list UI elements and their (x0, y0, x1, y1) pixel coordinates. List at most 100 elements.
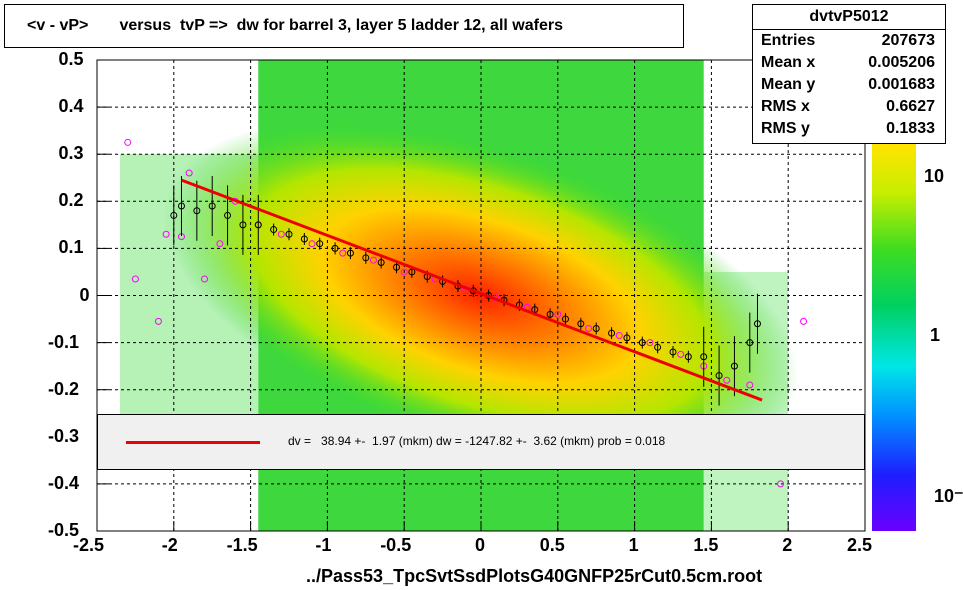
profile-point-black (561, 315, 569, 323)
profile-point-black (331, 244, 339, 252)
profile-point-magenta (308, 240, 316, 248)
fit-result-text: dv = 38.94 +- 1.97 (mkm) dw = -1247.82 +… (288, 434, 666, 448)
profile-point-magenta (185, 169, 193, 177)
profile-point-magenta (339, 249, 347, 257)
profile-point-black (316, 240, 324, 248)
profile-point-black (177, 202, 185, 210)
profile-point-magenta (800, 317, 808, 325)
profile-point-black (730, 362, 738, 370)
stats-value: 0.1833 (886, 120, 935, 137)
colorbar-label: 10 (924, 166, 945, 186)
stats-key: Mean x (761, 54, 816, 71)
y-tick-label: 0.4 (58, 96, 84, 117)
profile-point-black (170, 211, 178, 219)
profile-point-black (638, 339, 646, 347)
x-tick-label: 2.5 (847, 535, 873, 555)
profile-point-black (254, 221, 262, 229)
profile-point-magenta (646, 339, 654, 347)
stats-row: Mean x 0.005206 (753, 52, 945, 74)
x-tick-label: 0.5 (539, 535, 565, 555)
profile-point-black (224, 211, 232, 219)
x-tick-label: -1.5 (226, 535, 258, 555)
x-tick-label: -2.5 (73, 535, 105, 555)
y-tick-label: -0.3 (48, 425, 80, 446)
profile-point-black (193, 207, 201, 215)
fit-line (180, 178, 763, 402)
stats-value: 0.6627 (886, 98, 935, 115)
profile-point-magenta (585, 324, 593, 332)
fit-legend-line (126, 441, 260, 444)
profile-point-black (239, 221, 247, 229)
profile-point-black (377, 259, 385, 267)
profile-point-magenta (154, 317, 162, 325)
profile-point-black (684, 353, 692, 361)
axis-ticks (96, 59, 866, 532)
y-tick-label: -0.4 (48, 472, 80, 493)
y-tick-label: -0.2 (48, 378, 80, 399)
profile-point-magenta (400, 268, 408, 276)
profile-point-black (746, 339, 754, 347)
profile-point-magenta (124, 138, 132, 146)
profile-point-magenta (131, 275, 139, 283)
profile-point-black (608, 329, 616, 337)
x-tick-label: 1.5 (693, 535, 719, 555)
y-tick-label: -0.5 (48, 520, 80, 540)
profile-point-magenta (277, 230, 285, 238)
profile-point-black (700, 353, 708, 361)
y-tick-label: 0.1 (58, 237, 84, 258)
profile-point-magenta (201, 275, 209, 283)
profile-point-black (300, 235, 308, 243)
profile-point-black (753, 320, 761, 328)
x-tick-label: -1 (315, 535, 332, 555)
stats-key: Mean y (761, 76, 816, 93)
stats-row: RMS x 0.6627 (753, 96, 945, 118)
y-tick-label: 0.2 (58, 190, 84, 211)
y-tick-label: 0.5 (58, 49, 84, 69)
stats-key: Entries (761, 32, 816, 49)
colorbar-label: 1 (930, 325, 941, 345)
profile-markers (124, 129, 831, 488)
fit-legend: dv = 38.94 +- 1.97 (mkm) dw = -1247.82 +… (97, 414, 865, 470)
profile-point-magenta (554, 310, 562, 318)
profile-point-black (654, 343, 662, 351)
profile-point-black (669, 348, 677, 356)
x-tick-label: 0 (475, 535, 486, 555)
x-tick-label: 2 (782, 535, 793, 555)
profile-point-black (623, 334, 631, 342)
stats-title: dvtvP5012 (753, 5, 945, 30)
profile-point-magenta (369, 256, 377, 264)
profile-point-magenta (746, 381, 754, 389)
profile-point-black (592, 324, 600, 332)
x-tick-label: -0.5 (380, 535, 412, 555)
stats-value: 0.005206 (868, 54, 935, 71)
profile-point-black (362, 254, 370, 262)
stats-row: Entries 207673 (753, 30, 945, 52)
stats-key: RMS x (761, 98, 810, 115)
profile-point-magenta (216, 240, 224, 248)
stats-key: RMS y (761, 120, 810, 137)
y-tick-label: 0 (79, 284, 90, 305)
stats-row: RMS y 0.1833 (753, 118, 945, 140)
stats-value: 0.001683 (868, 76, 935, 93)
x-tick-label: 1 (628, 535, 639, 555)
profile-point-magenta (677, 350, 685, 358)
colorbar-label: 10⁻¹ (934, 486, 963, 506)
profile-point-magenta (162, 230, 170, 238)
profile-point-black (715, 372, 723, 380)
x-tick-label: -2 (161, 535, 178, 555)
x-axis-label: ../Pass53_TpcSvtSsdPlotsG40GNFP25rCut0.5… (306, 566, 763, 586)
profile-point-black (270, 226, 278, 234)
stats-row: Mean y 0.001683 (753, 74, 945, 96)
profile-point-magenta (723, 376, 731, 384)
profile-point-black (346, 249, 354, 257)
profile-point-black (546, 310, 554, 318)
profile-point-black (208, 202, 216, 210)
stats-panel: dvtvP5012 Entries 207673 Mean x 0.005206 M… (752, 4, 946, 144)
profile-point-magenta (615, 332, 623, 340)
profile-point-black (577, 320, 585, 328)
stats-value: 207673 (881, 32, 935, 49)
plot-title: <v - vP> versus tvP => dw for barrel 3, … (4, 4, 684, 48)
profile-point-black (393, 263, 401, 271)
profile-point-magenta (777, 480, 785, 488)
profile-point-black (285, 230, 293, 238)
